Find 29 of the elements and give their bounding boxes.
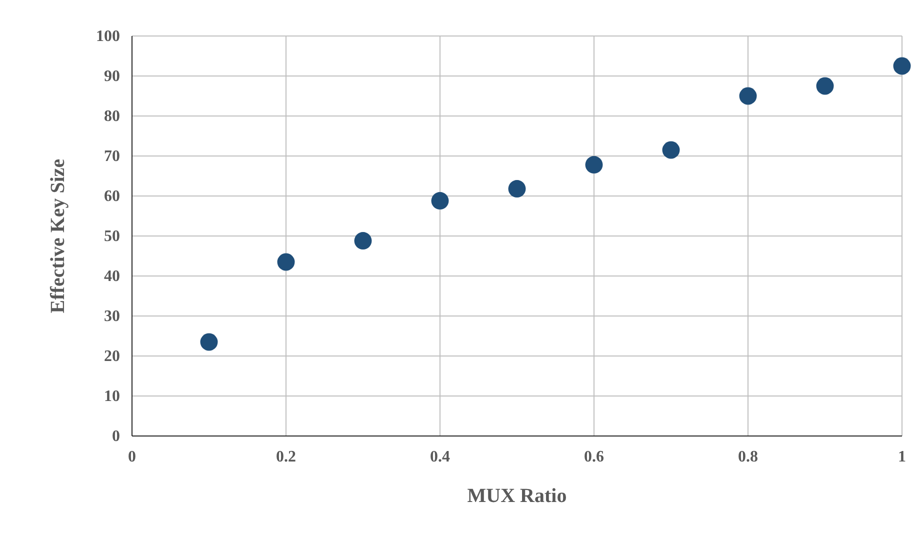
y-tick-label: 80 <box>104 108 120 126</box>
point <box>431 192 449 210</box>
point <box>662 141 680 159</box>
point <box>200 333 218 351</box>
point <box>354 232 372 250</box>
point <box>508 180 526 198</box>
point <box>277 253 295 271</box>
x-tick-label: 1 <box>898 448 906 466</box>
point <box>816 77 834 95</box>
point <box>893 57 911 75</box>
y-tick-label: 60 <box>104 188 120 206</box>
x-axis-title: MUX Ratio <box>467 485 567 507</box>
x-tick-label: 0.8 <box>738 448 758 466</box>
y-tick-label: 90 <box>104 68 120 86</box>
point <box>585 156 603 174</box>
x-tick-label: 0 <box>128 448 136 466</box>
y-tick-label: 40 <box>104 268 120 286</box>
y-tick-label: 30 <box>104 308 120 326</box>
point <box>739 87 757 105</box>
y-tick-label: 0 <box>112 428 120 446</box>
x-tick-label: 0.6 <box>584 448 604 466</box>
y-tick-label: 10 <box>104 388 120 406</box>
x-tick-label: 0.4 <box>430 448 450 466</box>
y-axis-title: Effective Key Size <box>47 158 69 314</box>
x-tick-label: 0.2 <box>276 448 296 466</box>
y-tick-label: 20 <box>104 348 120 366</box>
y-tick-label: 100 <box>96 28 120 46</box>
y-tick-label: 70 <box>104 148 120 166</box>
y-tick-label: 50 <box>104 228 120 246</box>
